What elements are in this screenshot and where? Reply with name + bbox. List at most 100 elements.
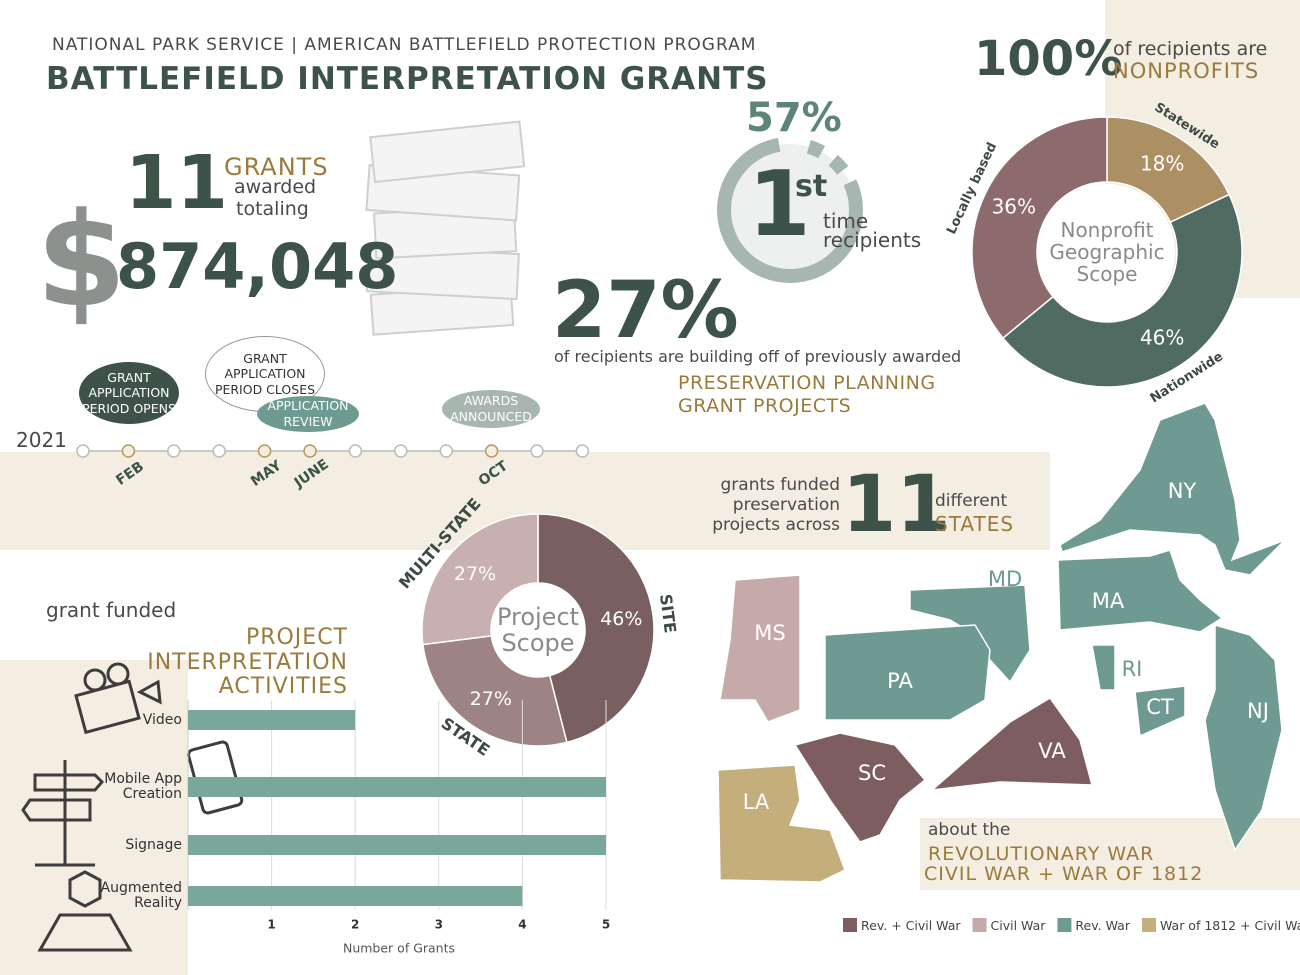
nonprofit-text: of recipients are (1113, 38, 1268, 60)
state-label: SC (858, 761, 886, 785)
grant-text: awarded (234, 176, 317, 198)
state (1091, 644, 1116, 691)
legend-label: Rev. + Civil War (861, 918, 961, 933)
state-label: RI (1122, 657, 1143, 681)
timeline-dot (212, 444, 226, 458)
bar (188, 835, 606, 855)
cycle-icon (717, 137, 863, 283)
x-tick-label: 4 (518, 918, 526, 932)
state (909, 584, 1031, 684)
state (929, 697, 1093, 792)
donut-title: Project Scope (496, 602, 580, 657)
states-count: 11 (842, 460, 951, 550)
y-tick-label: Video (142, 711, 182, 728)
value-label: 46% (600, 608, 642, 630)
x-tick-label: 3 (435, 918, 443, 932)
chart-title: PROJECT INTERPRETATION ACTIVITIES (147, 625, 348, 700)
state-label: VA (1038, 739, 1066, 763)
grant-text: totaling (236, 198, 309, 220)
state (1059, 402, 1286, 576)
donut-title: Nonprofit Geographic Scope (1049, 218, 1165, 286)
state (719, 574, 801, 723)
previous-text: of recipients are building off of previo… (554, 347, 962, 366)
wars-highlight: REVOLUTIONARY WAR (928, 843, 1155, 865)
value-label: 18% (1140, 152, 1184, 176)
state-label: NJ (1247, 699, 1269, 723)
currency: $ (36, 184, 127, 336)
previous-percent: 27% (552, 266, 739, 356)
state-label: PA (887, 669, 913, 693)
bar (188, 886, 523, 906)
state-label: CT (1146, 695, 1174, 719)
rank: 1 (748, 152, 811, 257)
x-axis-label: Number of Grants (343, 941, 455, 956)
states-text: different (935, 491, 1008, 511)
first-text: time (823, 209, 869, 233)
y-tick-label: Augmented Reality (100, 880, 182, 911)
chart-subtitle: grant funded (46, 598, 177, 622)
wars-text: about the (928, 820, 1011, 840)
state-label: NY (1168, 479, 1197, 503)
category-label: SITE (656, 593, 680, 634)
state (824, 624, 991, 721)
timeline-dot (76, 444, 90, 458)
nonprofit-highlight: NONPROFITS (1113, 59, 1260, 83)
value-label: 46% (1140, 325, 1184, 349)
title: BATTLEFIELD INTERPRETATION GRANTS (46, 61, 769, 97)
x-tick-label: 2 (351, 918, 359, 932)
timeline-dot (167, 444, 181, 458)
state-label: MD (988, 567, 1022, 591)
state-label: MS (754, 621, 785, 645)
previous-highlight: GRANT PROJECTS (678, 395, 852, 417)
first-text: recipients (823, 228, 922, 252)
states-text: projects across (712, 515, 840, 535)
states-highlight: STATES (935, 512, 1015, 536)
timeline-dot (257, 444, 272, 458)
legend-swatch (843, 918, 857, 932)
state-label: LA (743, 790, 770, 814)
timeline-dot (121, 444, 136, 458)
state (1134, 685, 1186, 738)
state (1057, 549, 1224, 633)
states-text: preservation (732, 495, 840, 515)
state (793, 732, 927, 843)
timeline-dot (394, 444, 408, 458)
bar (188, 710, 356, 730)
donut-hole (1039, 184, 1175, 320)
timeline-dot (484, 444, 499, 458)
state (1204, 624, 1283, 852)
amount: 874,048 (116, 230, 399, 303)
legend-label: War of 1812 + Civil War (1160, 918, 1300, 933)
timeline-dot (348, 444, 363, 458)
donut-hole (493, 585, 583, 675)
y-tick-label: Signage (125, 836, 182, 853)
org: NATIONAL PARK SERVICE | AMERICAN BATTLEF… (52, 35, 757, 55)
value-label: 36% (992, 195, 1036, 219)
rank-suffix: st (795, 169, 828, 204)
donut-slice (421, 513, 539, 646)
wars-highlight: CIVIL WAR + WAR OF 1812 (924, 863, 1204, 885)
state (717, 764, 846, 883)
legend-swatch (1057, 918, 1072, 932)
x-tick-label: 5 (602, 918, 610, 932)
timeline-dot (439, 444, 453, 458)
timeline-dot (575, 444, 590, 458)
value-label: 27% (470, 688, 512, 710)
donut-slice (422, 635, 568, 747)
donut-slice (1001, 193, 1243, 388)
year: 2021 (16, 428, 67, 452)
event-bubble: APPLICATION REVIEW (257, 396, 359, 432)
legend-swatch (972, 918, 987, 932)
bar (188, 777, 606, 797)
grant-count: 11 (125, 140, 228, 226)
states-text: grants funded (720, 475, 840, 495)
value-label: 27% (454, 563, 496, 585)
state-label: MA (1092, 589, 1125, 613)
panel (0, 660, 188, 975)
legend-label: Rev. War (1075, 918, 1130, 933)
first-percent: 57% (746, 95, 842, 141)
grant-label: GRANTS (224, 153, 329, 181)
